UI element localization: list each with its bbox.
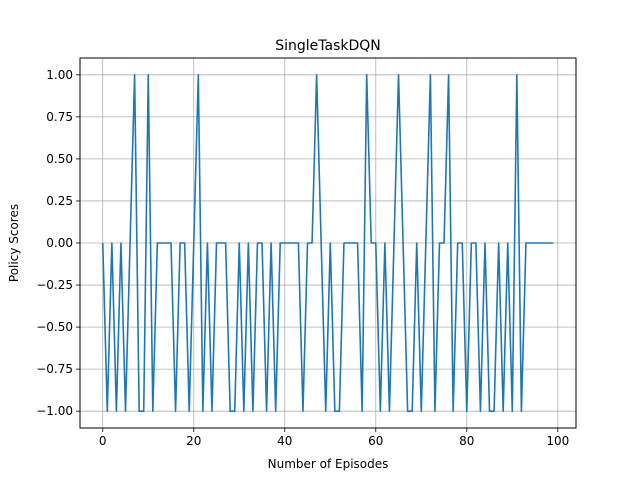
- y-axis-label: Policy Scores: [7, 204, 21, 282]
- series-layer: [101, 74, 554, 412]
- y-tick-label: −0.50: [36, 320, 73, 334]
- x-tick-label: 40: [277, 434, 292, 448]
- y-tick-label: 0.25: [46, 194, 73, 208]
- x-tick-label: 100: [546, 434, 569, 448]
- y-ticks: −1.00 −0.75 −0.50 −0.25 0.00 0.25 0.50 0.75 1.00: [36, 68, 80, 418]
- x-tick-label: 20: [186, 434, 201, 448]
- y-tick-label: −0.75: [36, 362, 73, 376]
- x-tick-label: 60: [368, 434, 383, 448]
- x-tick-label: 80: [459, 434, 474, 448]
- x-ticks: 0 20 40 60 80 100: [99, 428, 569, 448]
- x-tick-label: 0: [99, 434, 107, 448]
- y-tick-label: 1.00: [46, 68, 73, 82]
- y-tick-label: 0.50: [46, 152, 73, 166]
- y-tick-label: −0.25: [36, 278, 73, 292]
- y-tick-label: 0.75: [46, 110, 73, 124]
- series-line-0: [101, 74, 554, 412]
- chart-title: SingleTaskDQN: [275, 38, 381, 54]
- y-tick-label: −1.00: [36, 404, 73, 418]
- y-tick-label: 0.00: [46, 236, 73, 250]
- x-axis-label: Number of Episodes: [268, 457, 389, 471]
